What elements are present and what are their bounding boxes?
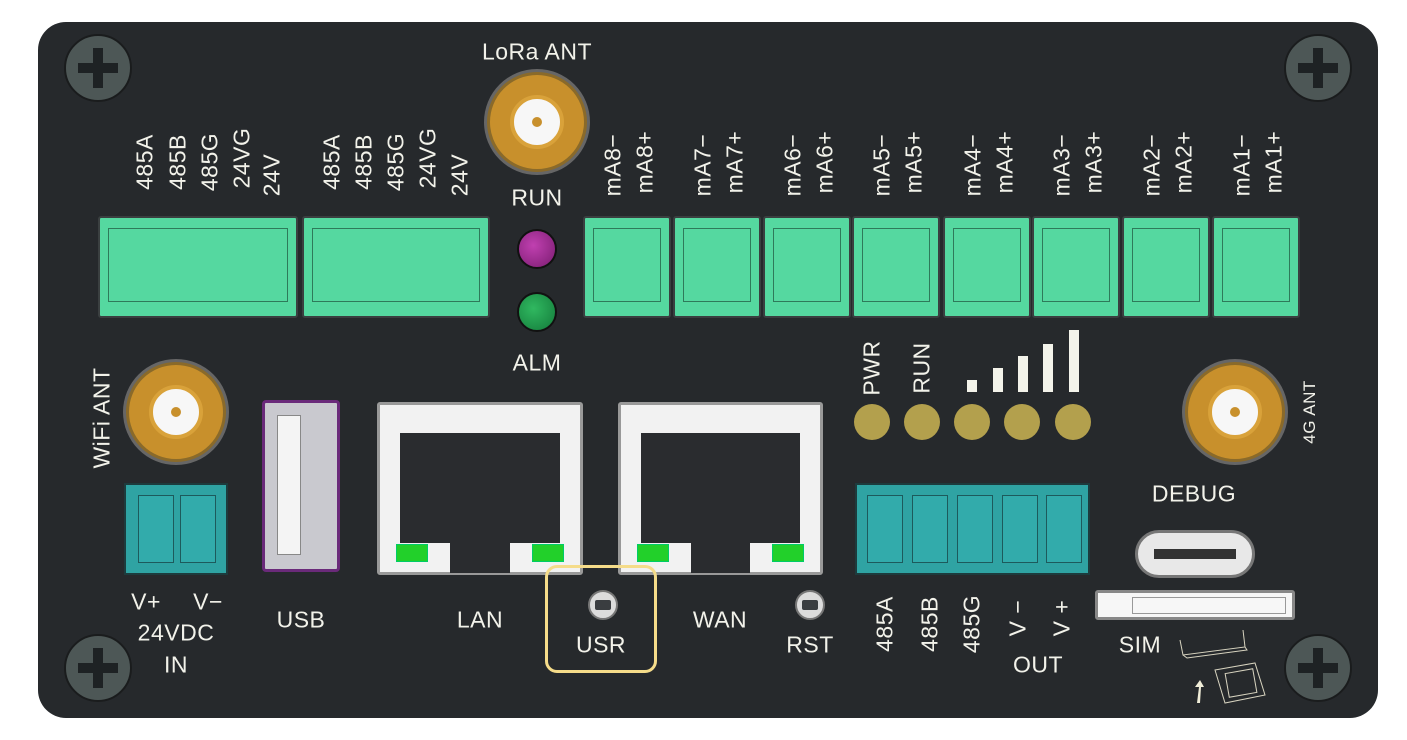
lora-ant-label: LoRa ANT [481,38,593,65]
vplus-label: V+ [131,588,161,615]
out-label: OUT [1012,651,1064,678]
signal-bar-icon [993,368,1003,392]
signal-bar-icon [967,380,977,392]
alm-led-label: ALM [512,349,562,376]
analog-input-label: mA7+ [721,130,748,194]
signal-led [1004,404,1040,440]
rst-label: RST [786,631,834,658]
power-in-label: IN [164,651,188,678]
analog-input-label: mA3− [1048,133,1075,197]
rs485-terminal-block-2[interactable] [302,216,490,318]
terminal-label: 24V [258,153,285,197]
alm-led [517,292,557,332]
usr-label: USR [575,631,627,658]
analog-input-label: mA8− [599,133,626,197]
signal-bar-icon [1018,356,1028,392]
analog-input-label: mA3+ [1080,130,1107,194]
run-led [517,229,557,269]
out-terminal-label: 485B [916,596,943,652]
analog-input-label: mA5− [868,133,895,197]
rst-button[interactable] [795,590,825,620]
terminal-label: 24VG [228,127,255,189]
analog-input-terminal[interactable] [583,216,671,318]
output-terminal-block[interactable] [855,483,1090,575]
out-terminal-label: V + [1048,599,1075,637]
rs485-terminal-block-1[interactable] [98,216,298,318]
lte-ant-label: 4G ANT [1300,380,1319,444]
sim-label: SIM [1118,631,1162,658]
signal-bar-icon [1069,330,1079,392]
signal-led [1055,404,1091,440]
wan-label: WAN [692,606,748,633]
wifi-ant-label: WiFi ANT [88,367,115,469]
analog-input-label: mA2+ [1170,130,1197,194]
analog-input-label: mA2− [1138,133,1165,197]
terminal-label: 485B [350,134,377,190]
run-status-label: RUN [908,342,935,394]
analog-input-terminal[interactable] [763,216,851,318]
terminal-label: 24VG [414,127,441,189]
sim-insert-icon [1179,629,1266,704]
debug-usb-c-port[interactable] [1135,530,1255,578]
lte-antenna-connector[interactable] [1185,362,1285,462]
power-terminal-block[interactable] [124,483,228,575]
vminus-label: V− [193,588,223,615]
terminal-label: 24V [446,153,473,197]
debug-label: DEBUG [1151,480,1237,507]
analog-input-terminal[interactable] [852,216,940,318]
terminal-label: 485A [131,134,158,190]
analog-input-terminal[interactable] [1122,216,1210,318]
analog-input-label: mA8+ [631,130,658,194]
run-led-label: RUN [511,184,563,211]
pwr-label: PWR [858,340,885,396]
analog-input-label: mA4+ [991,130,1018,194]
usr-button[interactable] [588,590,618,620]
terminal-label: 485G [196,132,223,192]
usr-highlight [545,565,657,673]
out-terminal-label: 485G [958,594,985,654]
analog-input-terminal[interactable] [943,216,1031,318]
pwr-led [854,404,890,440]
out-terminal-label: V − [1004,599,1031,637]
analog-input-label: mA1+ [1260,130,1287,194]
analog-input-terminal[interactable] [1032,216,1120,318]
signal-led [954,404,990,440]
analog-input-label: mA6+ [811,130,838,194]
screw-icon [64,34,132,102]
run-status-led [904,404,940,440]
wifi-antenna-connector[interactable] [126,362,226,462]
analog-input-terminal[interactable] [1212,216,1300,318]
analog-input-label: mA4− [959,133,986,197]
screw-icon [1284,634,1352,702]
wan-port[interactable] [618,402,823,575]
lan-port[interactable] [377,402,583,575]
terminal-label: 485B [164,134,191,190]
out-terminal-label: 485A [871,596,898,652]
screw-icon [64,634,132,702]
lora-antenna-connector[interactable] [487,72,587,172]
analog-input-label: mA7− [689,133,716,197]
usb-label: USB [276,606,326,633]
analog-input-label: mA6− [779,133,806,197]
power-rating-label: 24VDC [137,619,215,646]
usb-port[interactable] [262,400,340,572]
terminal-label: 485A [318,134,345,190]
sim-slot[interactable] [1095,590,1295,620]
signal-bar-icon [1043,344,1053,392]
screw-icon [1284,34,1352,102]
lan-label: LAN [456,606,504,633]
analog-input-label: mA5+ [900,130,927,194]
analog-input-terminal[interactable] [673,216,761,318]
terminal-label: 485G [382,132,409,192]
analog-input-label: mA1− [1228,133,1255,197]
